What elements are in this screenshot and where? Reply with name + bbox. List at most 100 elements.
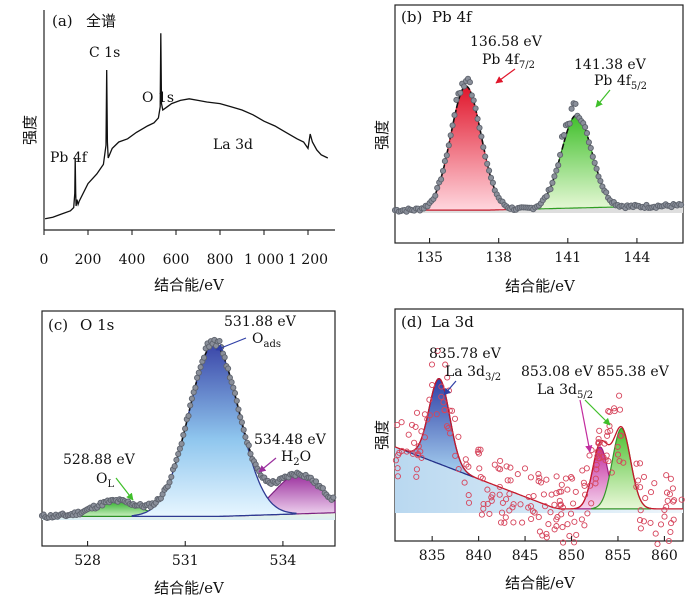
annotation-ol: OL <box>96 471 114 490</box>
panel-b-ylabel: 强度 <box>373 120 391 150</box>
data-point <box>510 519 517 526</box>
data-point <box>642 495 649 502</box>
data-point <box>510 501 517 508</box>
arrow-la3d52-853 <box>579 399 593 453</box>
data-point <box>678 496 685 503</box>
data-point <box>426 396 433 403</box>
data-point <box>633 483 640 490</box>
data-point <box>428 361 436 368</box>
data-point <box>591 159 598 166</box>
data-point <box>446 430 454 437</box>
x-tick-label: 1 200 <box>288 252 328 268</box>
data-point <box>173 456 180 463</box>
data-point <box>587 144 594 152</box>
data-point <box>549 179 556 186</box>
data-point <box>465 499 473 506</box>
data-point <box>480 505 487 512</box>
data-point <box>509 504 516 511</box>
data-point <box>497 519 505 526</box>
data-point <box>448 407 456 414</box>
data-point <box>480 500 487 508</box>
data-point <box>569 475 576 482</box>
data-point <box>594 448 601 455</box>
data-point <box>495 465 502 472</box>
data-point <box>559 524 566 531</box>
data-point <box>602 457 609 464</box>
data-point <box>535 478 542 485</box>
annotation-pb4f72: Pb 4f7/2 <box>482 52 535 71</box>
data-point <box>593 165 600 172</box>
data-point <box>570 500 577 507</box>
data-point <box>620 459 627 466</box>
data-point <box>542 503 549 510</box>
data-point <box>461 479 468 486</box>
panel-a-survey-line <box>44 33 329 220</box>
data-point <box>572 100 579 107</box>
data-point <box>414 452 421 459</box>
data-point <box>597 177 604 185</box>
data-point <box>637 525 644 532</box>
panel-d-ylabel: 强度 <box>373 420 391 450</box>
data-point <box>413 409 421 416</box>
panel-a-ylabel: 强度 <box>21 115 39 145</box>
data-point <box>394 473 401 480</box>
data-point <box>455 466 462 473</box>
data-point <box>394 465 401 472</box>
data-point <box>242 433 249 441</box>
data-point <box>192 384 199 391</box>
data-point <box>530 492 537 500</box>
data-point <box>474 448 481 456</box>
data-point <box>667 475 674 482</box>
data-point <box>528 515 535 523</box>
data-point <box>567 510 575 517</box>
data-point <box>568 105 575 112</box>
data-point <box>200 354 208 361</box>
data-point <box>484 500 491 507</box>
data-point <box>475 450 482 457</box>
panel-b-label: (b) <box>401 8 422 26</box>
data-point <box>187 402 194 409</box>
data-point <box>601 440 608 447</box>
peak-pb4f72 <box>416 85 517 211</box>
data-point <box>572 488 579 495</box>
data-point <box>479 475 486 482</box>
annotation-835-78: 835.78 eV <box>429 346 502 362</box>
annotation-o1s: O 1s <box>142 90 174 106</box>
data-point <box>640 473 648 480</box>
panel-c-xlabel: 结合能/eV <box>154 579 225 597</box>
x-tick-label: 855 <box>605 548 632 564</box>
data-point <box>455 433 462 440</box>
annotation-la3d32: La 3d3/2 <box>445 364 501 383</box>
data-point <box>580 479 587 486</box>
data-point <box>608 469 615 476</box>
data-point <box>654 540 661 548</box>
panel-d-title: La 3d <box>431 313 474 331</box>
data-point <box>392 457 399 464</box>
annotation-pb4f: Pb 4f <box>50 150 89 166</box>
data-point <box>519 519 526 526</box>
data-point <box>578 516 585 523</box>
data-point <box>589 153 596 160</box>
annotation-oads: Oads <box>252 331 281 350</box>
data-point <box>603 189 610 196</box>
data-point <box>489 179 496 186</box>
panel-b: 135 138 141 144 (b) Pb 4f 136.58 eV Pb 4f7/… <box>373 4 685 295</box>
data-point <box>197 364 204 371</box>
data-point <box>445 425 452 432</box>
panel-c-frame <box>41 310 336 547</box>
panel-d-data-points <box>392 347 685 548</box>
panel-c-title: O 1s <box>80 316 114 334</box>
data-point <box>418 428 425 435</box>
data-point <box>562 475 569 482</box>
data-point <box>453 96 460 103</box>
data-point <box>558 511 565 518</box>
data-point <box>182 425 189 432</box>
data-point <box>426 412 433 419</box>
data-point <box>231 390 239 397</box>
data-point <box>605 458 612 465</box>
panel-d-ticks: 835 840 845 850 855 860 <box>419 536 678 564</box>
x-tick-label: 400 <box>119 252 146 268</box>
data-point <box>463 461 470 468</box>
data-point <box>180 431 187 439</box>
data-point <box>216 337 223 345</box>
